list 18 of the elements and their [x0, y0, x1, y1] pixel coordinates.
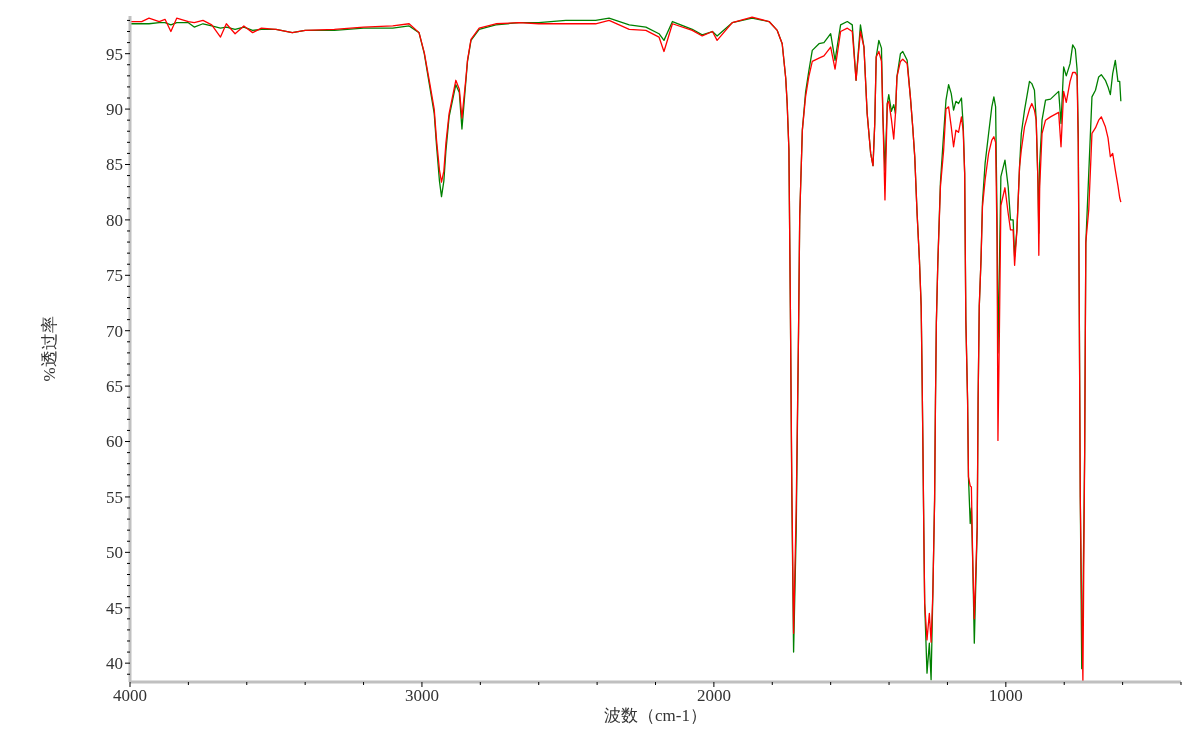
x-tick-label: 1000 [988, 686, 1023, 706]
y-tick-label: 65 [106, 377, 123, 397]
y-tick-label: 85 [106, 155, 123, 175]
y-tick-label: 45 [106, 598, 123, 618]
x-tick-label: 3000 [404, 686, 439, 706]
y-tick-label: 95 [106, 44, 123, 64]
y-tick-label: 60 [106, 432, 123, 452]
y-tick-label: 75 [106, 266, 123, 286]
x-tick-label: 2000 [696, 686, 731, 706]
y-tick-label: 55 [106, 487, 123, 507]
y-tick-label: 40 [106, 654, 123, 674]
y-tick-label: 70 [106, 321, 123, 341]
x-axis-title: 波数（cm-1） [603, 706, 708, 726]
y-tick-label: 80 [106, 210, 123, 230]
y-tick-label: 90 [106, 100, 123, 120]
y-axis-title: %透过率 [40, 316, 60, 382]
y-tick-label: 50 [106, 543, 123, 563]
x-tick-label: 4000 [113, 686, 147, 706]
